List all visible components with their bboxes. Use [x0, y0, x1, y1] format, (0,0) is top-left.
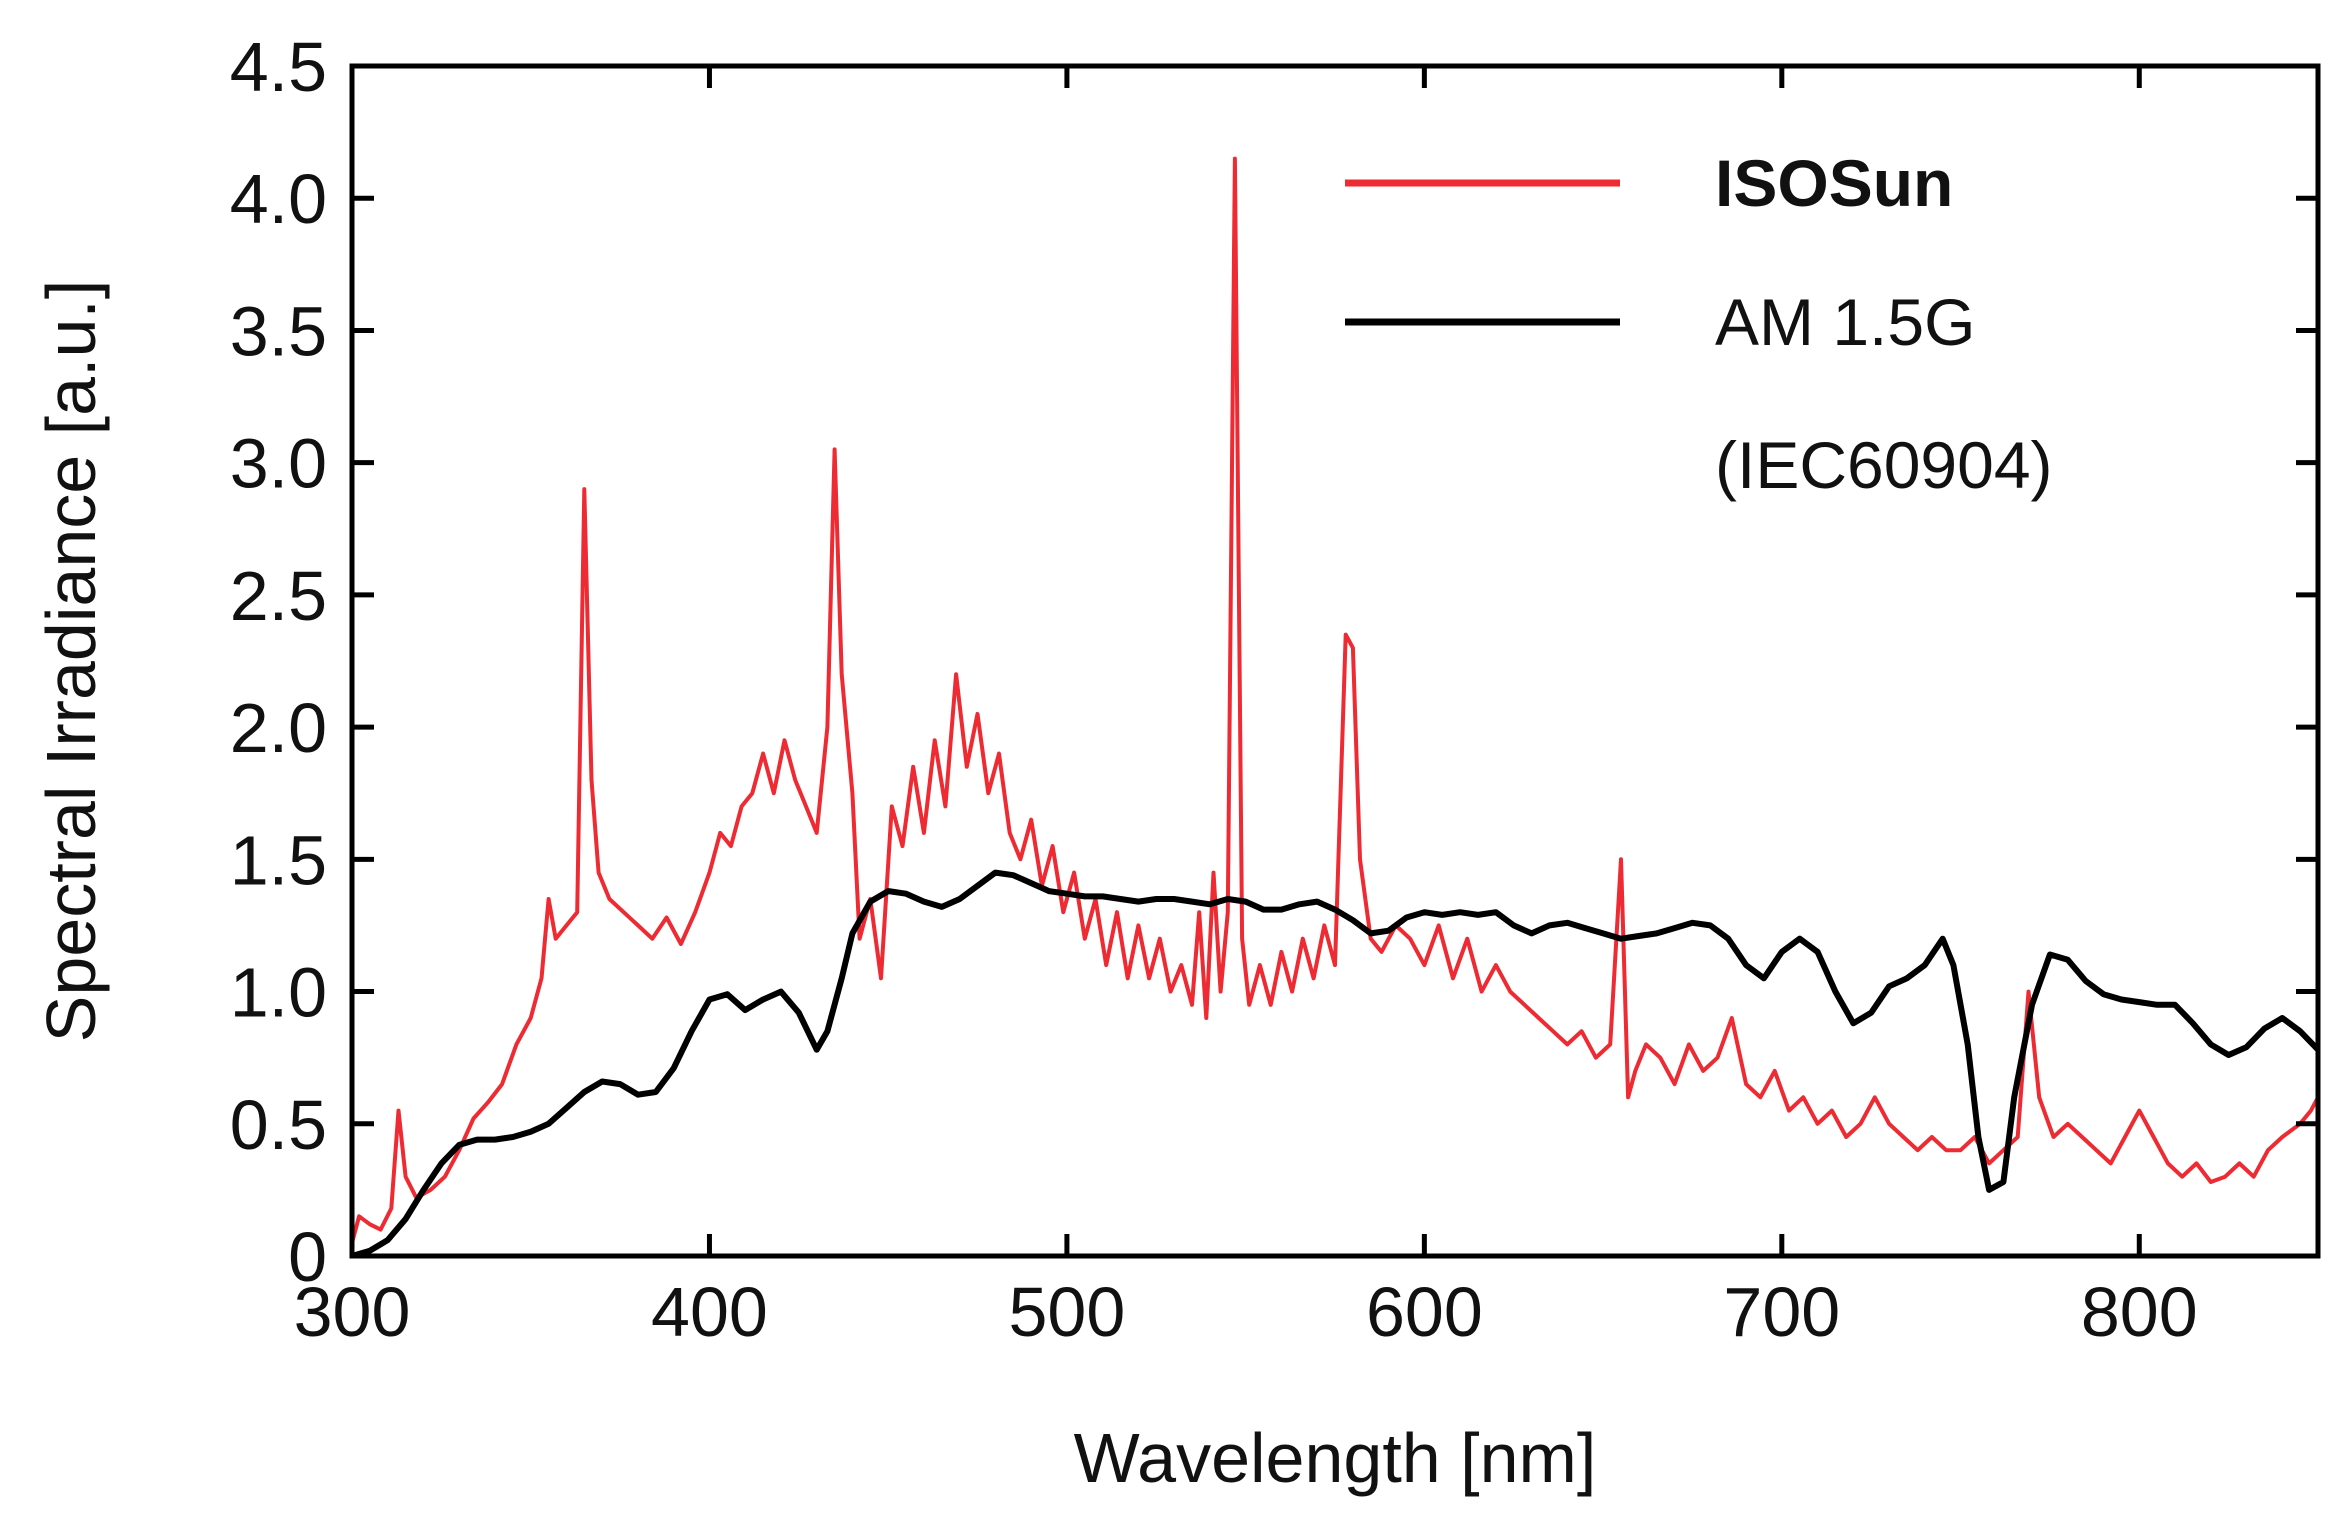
y-tick-label: 3.5 — [230, 292, 327, 370]
y-tick-label: 3.0 — [230, 425, 327, 503]
y-tick-label: 1.5 — [230, 821, 327, 899]
series-layer — [352, 156, 2318, 1256]
y-tick-label: 0.5 — [230, 1086, 327, 1164]
x-tick-label: 700 — [1723, 1273, 1840, 1351]
x-tick-label: 500 — [1009, 1273, 1126, 1351]
y-tick-label: 4.5 — [230, 28, 327, 106]
x-axis-title: Wavelength [nm] — [1074, 1419, 1597, 1497]
legend-label-am15g: AM 1.5G — [1715, 285, 1975, 359]
series-line-am15g — [352, 869, 2318, 1256]
y-tick-label: 4.0 — [230, 160, 327, 238]
tick-layer: 300 400 500 600 700 800 0 0.5 1.0 1.5 2.0 2.5 3.0 3.5… — [230, 28, 2318, 1351]
x-tick-label: 800 — [2081, 1273, 2198, 1351]
legend-label-isosun: ISOSun — [1715, 146, 1953, 220]
x-tick-label: 300 — [294, 1273, 411, 1351]
y-tick-label: 0 — [288, 1218, 327, 1296]
x-tick-label: 400 — [651, 1273, 768, 1351]
y-axis-title: Spectral Irradiance [a.u.] — [32, 280, 110, 1043]
y-tick-label: 2.5 — [230, 557, 327, 635]
series-line-isosun — [352, 156, 2318, 1244]
legend-sublabel-am15g: (IEC60904) — [1715, 428, 2053, 502]
y-tick-label: 1.0 — [230, 954, 327, 1032]
plot-frame — [349, 63, 2321, 1259]
y-tick-label: 2.0 — [230, 689, 327, 767]
legend: ISOSun AM 1.5G (IEC60904) — [1345, 146, 2053, 502]
x-tick-label: 600 — [1366, 1273, 1483, 1351]
